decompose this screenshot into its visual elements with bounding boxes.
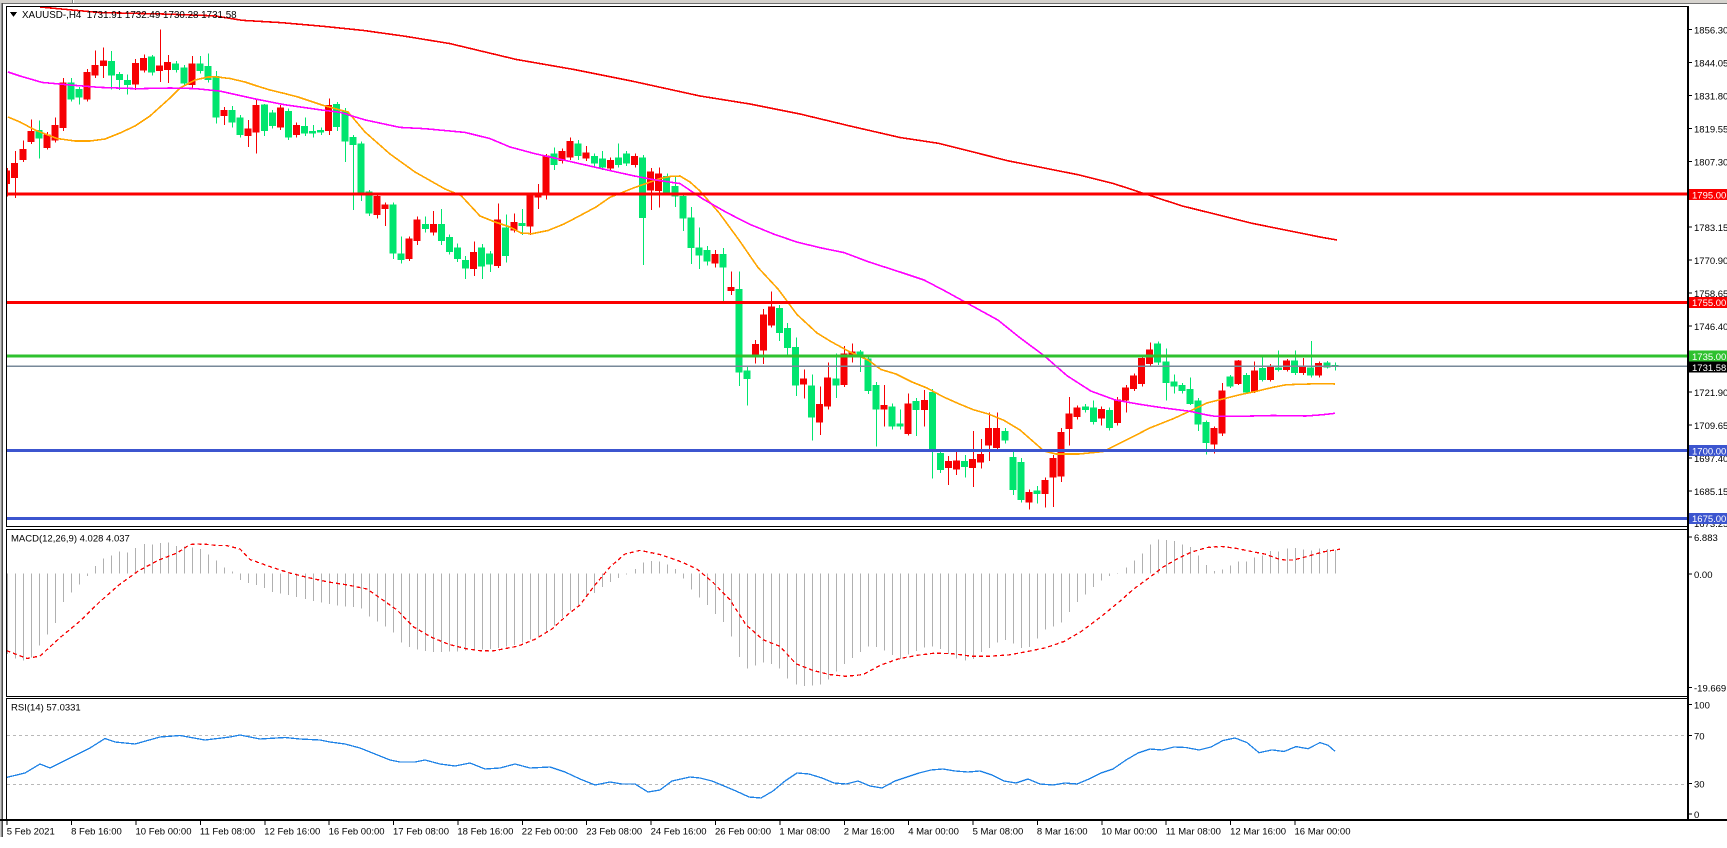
svg-text:1731.58: 1731.58 xyxy=(1692,363,1726,374)
svg-text:1697.40: 1697.40 xyxy=(1694,454,1727,465)
svg-text:RSI(14) 57.0331: RSI(14) 57.0331 xyxy=(11,703,81,714)
svg-text:6.883: 6.883 xyxy=(1694,533,1718,544)
svg-text:XAUUSD-,H4 1731.91 1732.49 17: XAUUSD-,H4 1731.91 1732.49 1730.28 1731.… xyxy=(22,10,237,21)
svg-text:1673.25: 1673.25 xyxy=(1694,519,1727,530)
svg-text:1685.15: 1685.15 xyxy=(1694,487,1727,498)
svg-text:22 Feb 00:00: 22 Feb 00:00 xyxy=(522,827,578,838)
svg-text:10 Feb 00:00: 10 Feb 00:00 xyxy=(136,827,192,838)
svg-text:1819.55: 1819.55 xyxy=(1694,125,1727,136)
svg-text:-19.669: -19.669 xyxy=(1694,683,1726,694)
svg-text:16 Mar 00:00: 16 Mar 00:00 xyxy=(1295,827,1351,838)
svg-text:1700.00: 1700.00 xyxy=(1692,446,1726,457)
svg-text:1735.00: 1735.00 xyxy=(1692,352,1726,363)
svg-text:0.00: 0.00 xyxy=(1694,570,1713,581)
svg-text:0: 0 xyxy=(1694,810,1699,821)
svg-text:11 Mar 08:00: 11 Mar 08:00 xyxy=(1166,827,1221,838)
svg-text:1758.65: 1758.65 xyxy=(1694,289,1727,300)
svg-text:12 Mar 16:00: 12 Mar 16:00 xyxy=(1230,827,1286,838)
svg-text:70: 70 xyxy=(1694,732,1705,743)
svg-text:1844.05: 1844.05 xyxy=(1694,59,1727,70)
svg-text:MACD(12,26,9) 4.028 4.037: MACD(12,26,9) 4.028 4.037 xyxy=(11,534,130,545)
svg-text:11 Feb 08:00: 11 Feb 08:00 xyxy=(200,827,255,838)
svg-text:1675.00: 1675.00 xyxy=(1692,514,1726,525)
svg-text:18 Feb 16:00: 18 Feb 16:00 xyxy=(457,827,513,838)
svg-text:1831.80: 1831.80 xyxy=(1694,92,1727,103)
svg-text:1755.00: 1755.00 xyxy=(1692,298,1726,309)
svg-text:8 Mar 16:00: 8 Mar 16:00 xyxy=(1037,827,1088,838)
svg-text:5 Mar 08:00: 5 Mar 08:00 xyxy=(973,827,1024,838)
svg-text:8 Feb 16:00: 8 Feb 16:00 xyxy=(71,827,122,838)
svg-text:1770.90: 1770.90 xyxy=(1694,256,1727,267)
svg-text:17 Feb 08:00: 17 Feb 08:00 xyxy=(393,827,449,838)
svg-text:1807.30: 1807.30 xyxy=(1694,158,1727,169)
svg-text:1783.15: 1783.15 xyxy=(1694,223,1727,234)
svg-text:12 Feb 16:00: 12 Feb 16:00 xyxy=(264,827,320,838)
svg-text:23 Feb 08:00: 23 Feb 08:00 xyxy=(586,827,642,838)
svg-text:26 Feb 00:00: 26 Feb 00:00 xyxy=(715,827,771,838)
svg-text:1795.00: 1795.00 xyxy=(1692,190,1726,201)
svg-text:30: 30 xyxy=(1694,780,1705,791)
svg-text:16 Feb 00:00: 16 Feb 00:00 xyxy=(329,827,385,838)
svg-text:100: 100 xyxy=(1694,701,1710,712)
svg-text:24 Feb 16:00: 24 Feb 16:00 xyxy=(651,827,707,838)
svg-text:1856.30: 1856.30 xyxy=(1694,26,1727,37)
svg-text:1709.65: 1709.65 xyxy=(1694,421,1727,432)
svg-text:1746.40: 1746.40 xyxy=(1694,322,1727,333)
svg-text:5 Feb 2021: 5 Feb 2021 xyxy=(7,827,55,838)
svg-text:1721.90: 1721.90 xyxy=(1694,388,1727,399)
svg-text:2 Mar 16:00: 2 Mar 16:00 xyxy=(844,827,895,838)
svg-text:4 Mar 00:00: 4 Mar 00:00 xyxy=(908,827,959,838)
svg-text:10 Mar 00:00: 10 Mar 00:00 xyxy=(1101,827,1157,838)
svg-text:1 Mar 08:00: 1 Mar 08:00 xyxy=(779,827,830,838)
